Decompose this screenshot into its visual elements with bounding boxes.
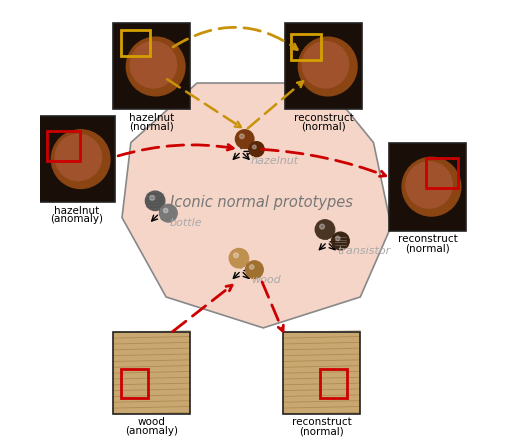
Text: (normal): (normal) <box>299 426 344 436</box>
Circle shape <box>130 42 176 88</box>
Text: wood: wood <box>251 275 281 285</box>
Polygon shape <box>122 83 391 328</box>
FancyBboxPatch shape <box>38 116 115 202</box>
Text: reconstruct: reconstruct <box>292 417 351 428</box>
Circle shape <box>229 249 248 268</box>
Text: (anomaly): (anomaly) <box>50 214 103 225</box>
Circle shape <box>402 157 461 216</box>
Text: (normal): (normal) <box>302 122 346 132</box>
Text: wood: wood <box>138 417 165 428</box>
Circle shape <box>299 37 357 96</box>
Circle shape <box>331 232 349 250</box>
Circle shape <box>235 130 254 148</box>
Circle shape <box>126 37 185 96</box>
Circle shape <box>249 142 264 157</box>
Text: transistor: transistor <box>337 246 390 256</box>
Circle shape <box>319 224 325 229</box>
Text: (normal): (normal) <box>405 243 450 253</box>
FancyBboxPatch shape <box>285 24 362 110</box>
Circle shape <box>163 208 168 213</box>
Text: bottle: bottle <box>169 218 202 228</box>
Circle shape <box>406 162 452 208</box>
Circle shape <box>150 195 155 200</box>
Text: hazelnut: hazelnut <box>251 156 299 166</box>
Circle shape <box>253 145 256 149</box>
Circle shape <box>336 236 340 241</box>
Circle shape <box>240 134 244 139</box>
FancyBboxPatch shape <box>283 332 360 414</box>
Text: (normal): (normal) <box>129 122 174 132</box>
FancyBboxPatch shape <box>113 332 191 414</box>
Text: (anomaly): (anomaly) <box>125 426 179 436</box>
Text: hazelnut: hazelnut <box>54 206 99 216</box>
Circle shape <box>146 191 165 210</box>
Circle shape <box>55 134 101 181</box>
Circle shape <box>234 253 239 258</box>
Circle shape <box>250 265 254 269</box>
FancyBboxPatch shape <box>389 143 466 231</box>
Circle shape <box>315 220 335 239</box>
Text: Iconic normal prototypes: Iconic normal prototypes <box>170 194 352 210</box>
Text: reconstruct: reconstruct <box>294 113 354 123</box>
Text: hazelnut: hazelnut <box>129 113 174 123</box>
Circle shape <box>302 42 349 88</box>
Text: reconstruct: reconstruct <box>398 234 457 244</box>
Circle shape <box>160 204 177 222</box>
Circle shape <box>245 261 263 278</box>
Circle shape <box>51 130 110 188</box>
FancyBboxPatch shape <box>113 24 191 110</box>
